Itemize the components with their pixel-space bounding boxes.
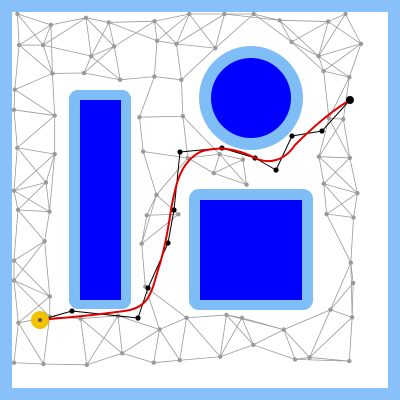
search-graph-node (69, 308, 74, 313)
mesh-node (41, 43, 45, 47)
mesh-node (41, 362, 45, 366)
mesh-node (241, 157, 245, 161)
mesh-node (107, 20, 111, 24)
mesh-node (179, 78, 183, 82)
obstacle-square (200, 200, 302, 300)
mesh-node (17, 43, 21, 47)
mesh-node (12, 258, 16, 262)
mesh-node (348, 156, 352, 160)
mesh-node (16, 321, 20, 325)
mesh-node (82, 71, 86, 75)
mesh-node (359, 42, 363, 46)
mesh-node (355, 191, 359, 195)
mesh-node (137, 115, 141, 119)
mesh-node (351, 281, 355, 285)
mesh-node (12, 278, 16, 282)
mesh-node (307, 355, 311, 359)
mesh-node (155, 39, 159, 43)
mesh-node (218, 355, 222, 359)
mesh-node (12, 361, 16, 365)
mesh-node (184, 316, 188, 320)
mesh-node (350, 315, 354, 319)
mesh-node (347, 75, 351, 79)
mesh-node (112, 44, 116, 48)
mesh-node (244, 182, 248, 186)
mesh-node (252, 12, 256, 16)
mesh-node (321, 69, 325, 73)
mesh-node (152, 19, 156, 23)
mesh-node (15, 12, 19, 16)
mesh-node (351, 215, 355, 219)
mesh-node (316, 54, 320, 58)
mesh-node (176, 212, 180, 216)
mesh-node (293, 357, 297, 361)
obstacle-disc (211, 58, 291, 138)
mesh-node (145, 213, 149, 217)
mesh-node (50, 71, 54, 75)
mesh-node (277, 18, 281, 22)
mesh-node (317, 154, 321, 158)
mesh-node (282, 327, 286, 331)
mesh-node (341, 117, 345, 121)
mesh-node (343, 12, 347, 16)
mesh-node (326, 19, 330, 23)
start-marker-center (38, 318, 42, 322)
mesh-node (289, 40, 293, 44)
goal-marker (346, 96, 354, 104)
mesh-node (44, 180, 48, 184)
mesh-node (240, 316, 244, 320)
mesh-node (85, 363, 89, 367)
mesh-node (141, 149, 145, 153)
mesh-node (152, 360, 156, 364)
search-graph-node (273, 167, 278, 172)
mesh-node (89, 54, 93, 58)
mesh-node (52, 113, 56, 117)
mesh-node (84, 16, 88, 20)
mesh-node (47, 209, 51, 213)
search-graph-node (145, 285, 150, 290)
mesh-node (187, 12, 191, 16)
mesh-node (152, 74, 156, 78)
mesh-node (13, 87, 17, 91)
mesh-node (15, 146, 19, 150)
mesh-node (118, 78, 122, 82)
mesh-node (154, 193, 158, 197)
mesh-node (174, 42, 178, 46)
mesh-node (53, 152, 57, 156)
mesh-node (48, 294, 52, 298)
mesh-node (251, 343, 255, 347)
mesh-node (42, 239, 46, 243)
mesh-node (217, 152, 221, 156)
mesh-node (212, 171, 216, 175)
mesh-node (120, 351, 124, 355)
search-graph-node (135, 315, 140, 320)
mesh-node (328, 308, 332, 312)
mesh-node (324, 212, 328, 216)
search-graph-node (319, 128, 324, 133)
mesh-node (322, 182, 326, 186)
mesh-node (157, 327, 161, 331)
mesh-node (222, 12, 226, 16)
mesh-node (16, 208, 20, 212)
mesh-node (181, 114, 185, 118)
search-graph-node (177, 149, 182, 154)
obstacle-bar (80, 100, 121, 300)
mesh-node (49, 23, 53, 27)
search-graph-node (289, 133, 294, 138)
mesh-node (139, 242, 143, 246)
mesh-node (213, 46, 217, 50)
mesh-node (224, 313, 228, 317)
mesh-node (178, 358, 182, 362)
mesh-node (12, 189, 16, 193)
mesh-node (347, 359, 351, 363)
mesh-node (12, 108, 16, 112)
mesh-node (349, 260, 353, 264)
